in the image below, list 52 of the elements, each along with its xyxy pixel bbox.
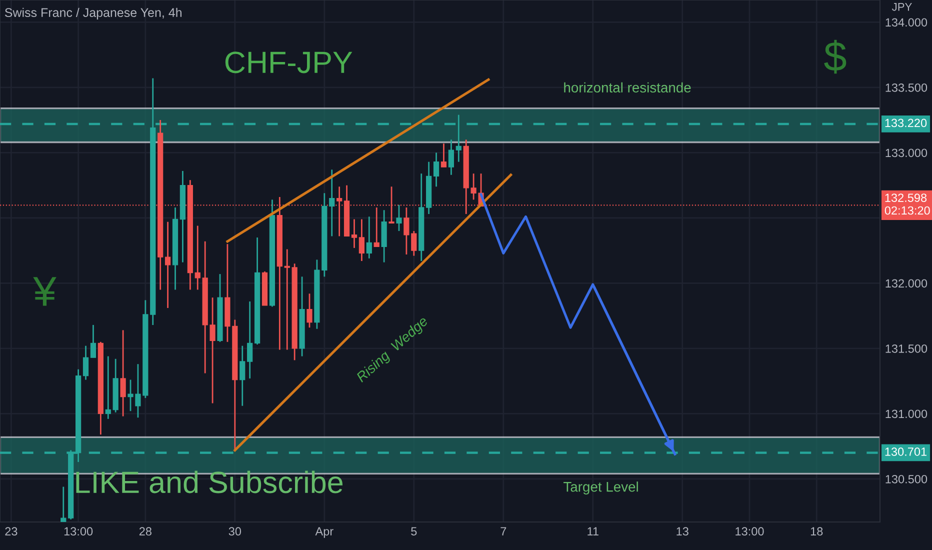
candlestick	[247, 300, 253, 380]
candlestick	[404, 206, 410, 256]
candlestick	[329, 168, 335, 237]
y-tick-label: 130.500	[886, 474, 928, 484]
band-label: horizontal resistande	[564, 82, 691, 93]
y-tick-label: 133.000	[886, 148, 928, 158]
candlestick	[366, 216, 372, 260]
x-tick-label: 13	[676, 527, 688, 536]
y-tick-label: 133.500	[886, 83, 928, 92]
text: JPY	[892, 3, 912, 11]
band-label: Target Level	[564, 482, 638, 494]
y-tick-label: 131.000	[886, 410, 928, 418]
candlestick	[440, 142, 447, 168]
x-tick-label: 11	[588, 527, 598, 536]
ref-line-label: 130.701	[885, 448, 926, 456]
candlestick	[90, 324, 96, 358]
candlestick	[456, 114, 462, 163]
x-tick-label: 23	[5, 527, 18, 536]
candlestick	[120, 329, 126, 417]
candlestick	[82, 345, 89, 380]
x-tick-label: 7	[500, 527, 506, 536]
candlestick	[284, 248, 290, 350]
ref-line-label: 132.598 02:13:20	[884, 194, 930, 215]
candlestick	[374, 206, 380, 248]
annotation: $	[824, 40, 846, 74]
x-tick-label: Apr	[315, 527, 334, 538]
y-tick-label: 134.000	[886, 18, 928, 27]
candlestick	[358, 218, 365, 262]
annotation: ¥	[33, 277, 56, 306]
annotation: LIKE and Subscribe	[76, 470, 342, 494]
text: Swiss Franc / Japanese Yen, 4h	[4, 8, 182, 20]
line-series	[480, 193, 676, 456]
annotation: CHF-JPY	[225, 52, 352, 74]
candlestick	[411, 230, 417, 256]
x-tick-label: 28	[139, 527, 152, 536]
candlestick	[433, 152, 440, 188]
candlestick	[306, 292, 312, 328]
x-tick-label: 18	[810, 527, 823, 536]
y-tick-label: 132.000	[886, 279, 928, 288]
y-tick-label: 131.500	[886, 344, 928, 353]
x-tick-label: 30	[228, 527, 242, 536]
x-tick-label: 5	[411, 527, 417, 536]
candlestick	[194, 225, 200, 290]
candlestick	[448, 138, 454, 176]
candlestick	[396, 204, 402, 232]
ref-line-label: 133.220	[885, 118, 927, 128]
candlestick	[105, 356, 111, 420]
candlestick	[240, 345, 246, 407]
x-tick-label: 13:00	[64, 527, 93, 536]
x-tick-label: 13:00	[736, 527, 764, 536]
candlestick	[351, 218, 358, 249]
candlestick	[164, 221, 171, 309]
